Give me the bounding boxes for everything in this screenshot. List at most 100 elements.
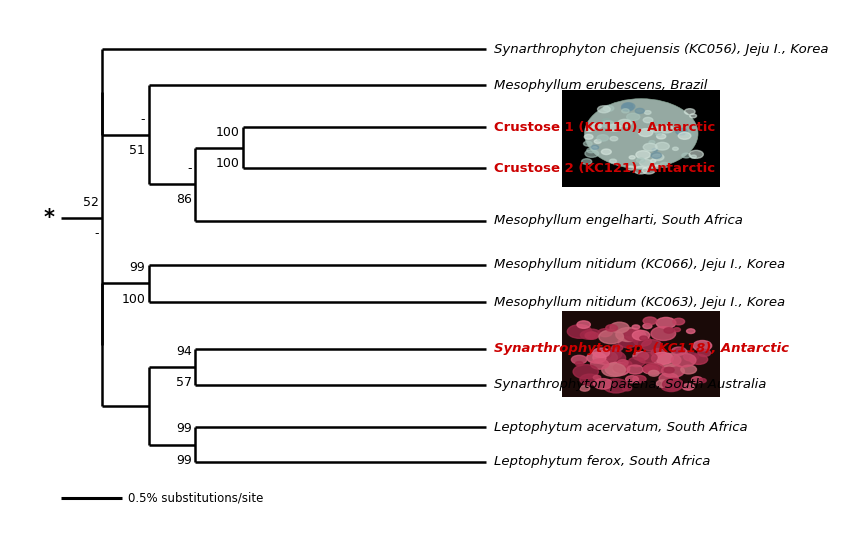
Circle shape xyxy=(671,353,696,367)
Circle shape xyxy=(593,348,610,357)
Circle shape xyxy=(621,109,629,113)
Circle shape xyxy=(651,326,675,341)
Circle shape xyxy=(662,364,685,378)
Circle shape xyxy=(642,324,652,329)
Text: 100: 100 xyxy=(121,293,146,306)
Circle shape xyxy=(601,149,611,154)
Circle shape xyxy=(611,345,623,351)
Circle shape xyxy=(691,376,702,383)
Text: Mesophyllum engelharti, South Africa: Mesophyllum engelharti, South Africa xyxy=(493,214,743,227)
Circle shape xyxy=(673,147,679,150)
Circle shape xyxy=(602,119,610,123)
Circle shape xyxy=(628,357,645,367)
Text: Synarthrophyton chejuensis (KC056), Jeju I., Korea: Synarthrophyton chejuensis (KC056), Jeju… xyxy=(493,43,829,56)
Circle shape xyxy=(652,353,673,364)
Circle shape xyxy=(613,368,621,373)
Circle shape xyxy=(637,352,657,363)
Circle shape xyxy=(664,327,674,333)
Circle shape xyxy=(674,327,680,332)
Circle shape xyxy=(640,159,653,166)
Circle shape xyxy=(672,347,686,355)
Text: 86: 86 xyxy=(176,193,192,206)
Circle shape xyxy=(586,127,594,132)
Circle shape xyxy=(663,379,684,390)
Circle shape xyxy=(610,322,629,333)
Circle shape xyxy=(651,127,661,132)
Circle shape xyxy=(573,364,599,379)
Text: 0.5% substitutions/site: 0.5% substitutions/site xyxy=(128,491,264,504)
Bar xyxy=(562,90,720,187)
Circle shape xyxy=(690,114,696,118)
Circle shape xyxy=(653,149,658,152)
Circle shape xyxy=(597,351,611,358)
Circle shape xyxy=(594,375,601,380)
Circle shape xyxy=(587,148,595,153)
Text: Mesophyllum nitidum (KC066), Jeju I., Korea: Mesophyllum nitidum (KC066), Jeju I., Ko… xyxy=(493,258,785,271)
Circle shape xyxy=(594,379,612,389)
Circle shape xyxy=(651,152,662,158)
Text: Leptophytum ferox, South Africa: Leptophytum ferox, South Africa xyxy=(493,455,710,468)
Circle shape xyxy=(593,351,617,364)
Circle shape xyxy=(634,332,642,337)
Text: 100: 100 xyxy=(216,126,240,139)
Circle shape xyxy=(659,373,679,384)
Circle shape xyxy=(624,329,646,342)
Circle shape xyxy=(603,106,614,112)
Circle shape xyxy=(618,337,637,348)
Circle shape xyxy=(568,325,592,338)
Circle shape xyxy=(653,165,660,169)
Circle shape xyxy=(582,159,592,164)
Circle shape xyxy=(598,329,612,337)
Circle shape xyxy=(626,113,640,121)
Circle shape xyxy=(698,349,711,356)
Circle shape xyxy=(657,354,681,367)
Text: *: * xyxy=(44,208,55,228)
Circle shape xyxy=(638,128,653,137)
Circle shape xyxy=(632,330,650,340)
Text: 51: 51 xyxy=(130,144,146,157)
Text: Leptophytum acervatum, South Africa: Leptophytum acervatum, South Africa xyxy=(493,421,748,434)
Circle shape xyxy=(584,329,600,338)
Circle shape xyxy=(602,121,615,128)
Circle shape xyxy=(693,341,711,351)
Circle shape xyxy=(643,317,657,325)
Circle shape xyxy=(684,353,699,361)
Circle shape xyxy=(633,351,648,361)
Circle shape xyxy=(642,166,655,174)
Circle shape xyxy=(585,332,599,339)
Circle shape xyxy=(650,159,656,163)
Circle shape xyxy=(591,146,597,150)
Circle shape xyxy=(584,141,592,146)
Text: 99: 99 xyxy=(130,262,146,275)
Circle shape xyxy=(653,154,663,160)
Circle shape xyxy=(636,151,650,159)
Circle shape xyxy=(597,135,609,141)
Circle shape xyxy=(648,370,659,376)
Text: Synarthrophyton patena, South Australia: Synarthrophyton patena, South Australia xyxy=(493,379,766,391)
Circle shape xyxy=(690,354,707,364)
Circle shape xyxy=(585,150,599,157)
Circle shape xyxy=(643,143,657,151)
Circle shape xyxy=(627,365,643,374)
Text: -: - xyxy=(94,227,99,240)
Text: Crustose 2 (KC121), Antarctic: Crustose 2 (KC121), Antarctic xyxy=(493,162,715,175)
Circle shape xyxy=(656,132,662,135)
Circle shape xyxy=(598,106,610,113)
Circle shape xyxy=(594,139,601,144)
Circle shape xyxy=(676,128,688,135)
Circle shape xyxy=(644,110,651,114)
Circle shape xyxy=(605,362,630,376)
Circle shape xyxy=(602,349,622,360)
Circle shape xyxy=(679,132,691,139)
Text: Synarthrophyton sp. (KC118), Antarctic: Synarthrophyton sp. (KC118), Antarctic xyxy=(493,342,789,355)
Circle shape xyxy=(622,386,632,391)
Circle shape xyxy=(577,321,590,329)
Ellipse shape xyxy=(584,98,698,169)
Text: 100: 100 xyxy=(216,157,240,170)
Circle shape xyxy=(689,150,703,158)
Text: Crustose 1 (KC110), Antarctic: Crustose 1 (KC110), Antarctic xyxy=(493,121,715,134)
Text: 99: 99 xyxy=(177,423,192,436)
Circle shape xyxy=(643,118,653,123)
Circle shape xyxy=(642,366,658,374)
Circle shape xyxy=(590,359,609,369)
